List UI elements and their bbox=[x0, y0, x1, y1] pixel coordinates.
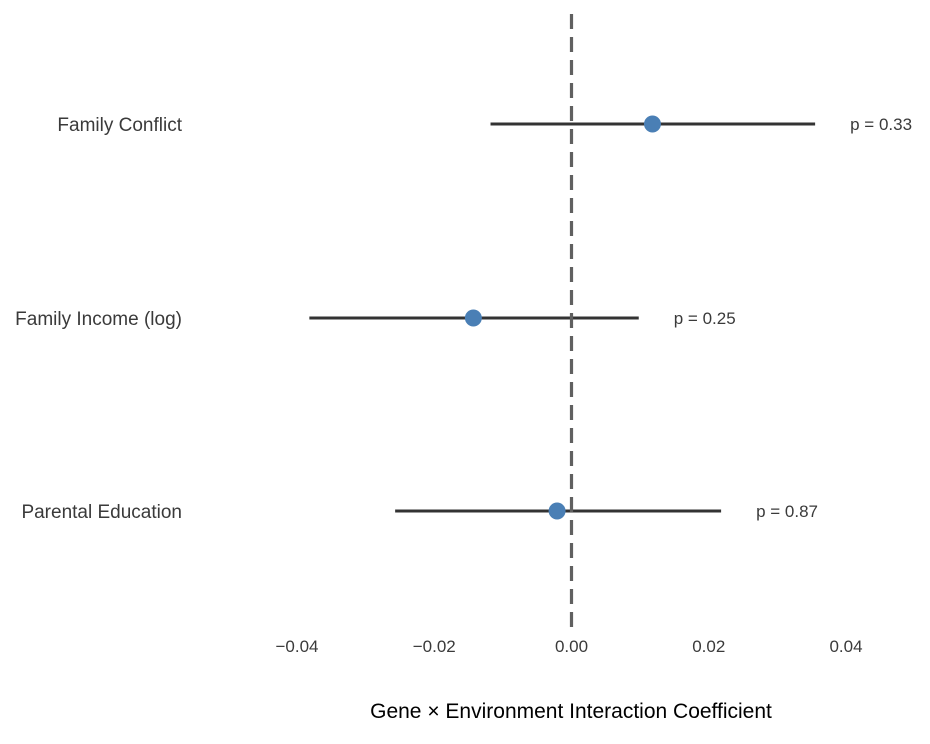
rows-layer: Family Conflict p = 0.33 Family Income (lo… bbox=[15, 115, 912, 523]
p-value-label: p = 0.87 bbox=[756, 502, 818, 521]
point-estimate bbox=[548, 502, 566, 520]
x-axis-title: Gene × Environment Interaction Coefficie… bbox=[370, 700, 772, 723]
point-estimate bbox=[464, 309, 482, 327]
x-tick-label: 0.00 bbox=[555, 637, 588, 656]
x-tick-labels: −0.04 −0.02 0.00 0.02 0.04 bbox=[275, 637, 862, 656]
points-layer bbox=[464, 115, 661, 520]
x-tick-label: 0.02 bbox=[692, 637, 725, 656]
x-tick-label: −0.04 bbox=[275, 637, 318, 656]
category-label: Family Income (log) bbox=[15, 309, 182, 330]
x-tick-label: −0.02 bbox=[413, 637, 456, 656]
p-value-label: p = 0.25 bbox=[674, 309, 736, 328]
category-label: Parental Education bbox=[21, 502, 182, 523]
x-tick-label: 0.04 bbox=[829, 637, 862, 656]
p-value-label: p = 0.33 bbox=[850, 115, 912, 134]
category-label: Family Conflict bbox=[57, 115, 182, 136]
point-estimate bbox=[643, 115, 661, 133]
